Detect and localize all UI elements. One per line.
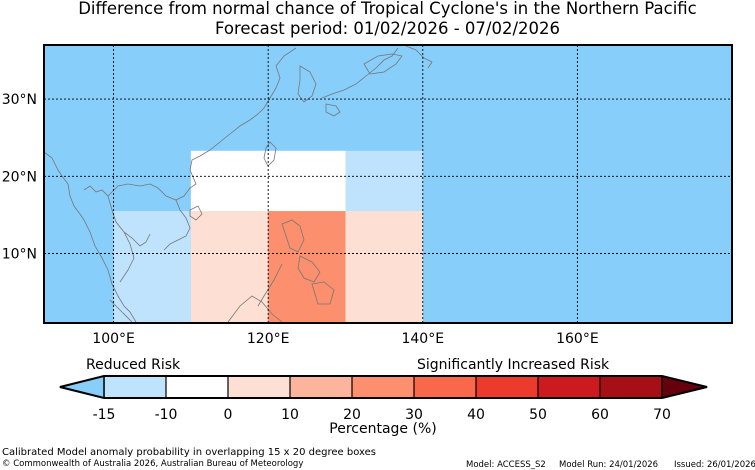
anomaly-cell <box>345 150 423 212</box>
increased-risk-label: Significantly Increased Risk <box>417 357 610 373</box>
colorbar-segment <box>228 376 290 398</box>
map-title: Difference from normal chance of Tropica… <box>78 0 697 18</box>
colorbar-tick-label: 60 <box>591 407 609 423</box>
colorbar-tick-label: 0 <box>223 407 233 423</box>
colorbar-segment <box>104 376 166 398</box>
anomaly-cell <box>190 150 346 212</box>
colorbar-segment <box>538 376 600 398</box>
longitude-tick-label: 160°E <box>556 331 599 347</box>
colorbar-axis-label: Percentage (%) <box>329 421 437 437</box>
colorbar-segments <box>104 376 662 398</box>
longitude-tick-label: 120°E <box>247 331 290 347</box>
anomaly-cells <box>113 150 423 323</box>
colorbar-outline <box>59 375 708 399</box>
gridlines <box>44 45 732 323</box>
colorbar-under-arrow <box>59 375 105 399</box>
longitude-tick-label: 140°E <box>401 331 444 347</box>
colorbar <box>59 375 708 399</box>
forecast-period-subtitle: Forecast period: 01/02/2026 - 07/02/2026 <box>214 19 561 38</box>
anomaly-cell <box>190 211 269 323</box>
map-plot-area <box>44 45 732 323</box>
colorbar-segment <box>476 376 538 398</box>
coastlines <box>44 45 433 323</box>
footer-issued: Issued: 26/01/2026 <box>674 460 755 470</box>
colorbar-segment <box>166 376 228 398</box>
colorbar-segment <box>352 376 414 398</box>
latitude-tick-label: 20°N <box>2 169 37 185</box>
axis-labels: 100°E 120°E 140°E 160°E 30°N 20°N 10°N <box>2 92 599 347</box>
colorbar-tick-label: 10 <box>281 407 299 423</box>
latitude-tick-label: 10°N <box>2 247 37 263</box>
footer-description: Calibrated Model anomaly probability in … <box>2 447 377 458</box>
colorbar-over-arrow <box>661 375 708 399</box>
colorbar-tick-label: 40 <box>467 407 485 423</box>
colorbar-tick-label: 20 <box>343 407 361 423</box>
colorbar-tick-label: -10 <box>154 407 178 423</box>
reduced-risk-label: Reduced Risk <box>86 357 181 373</box>
forecast-map: 100°E 120°E 140°E 160°E 30°N 20°N 10°N <box>2 44 733 347</box>
longitude-tick-label: 100°E <box>92 331 135 347</box>
map-frame <box>43 44 733 324</box>
colorbar-tick-label: 30 <box>405 407 423 423</box>
colorbar-tick-label: -15 <box>92 407 116 423</box>
anomaly-cell <box>113 211 191 323</box>
footer-model-run: Model Run: 24/01/2026 <box>559 460 659 470</box>
footer-model: Model: ACCESS_S2 <box>466 460 546 470</box>
latitude-tick-label: 30°N <box>2 92 37 108</box>
colorbar-tick-label: 50 <box>529 407 547 423</box>
anomaly-cell <box>268 211 346 323</box>
colorbar-segment <box>414 376 476 398</box>
footer-copyright: © Commonwealth of Australia 2026, Austra… <box>2 459 304 469</box>
colorbar-tick-label: 70 <box>653 407 671 423</box>
colorbar-segment <box>600 376 662 398</box>
colorbar-segment <box>290 376 352 398</box>
anomaly-cell <box>345 211 423 323</box>
